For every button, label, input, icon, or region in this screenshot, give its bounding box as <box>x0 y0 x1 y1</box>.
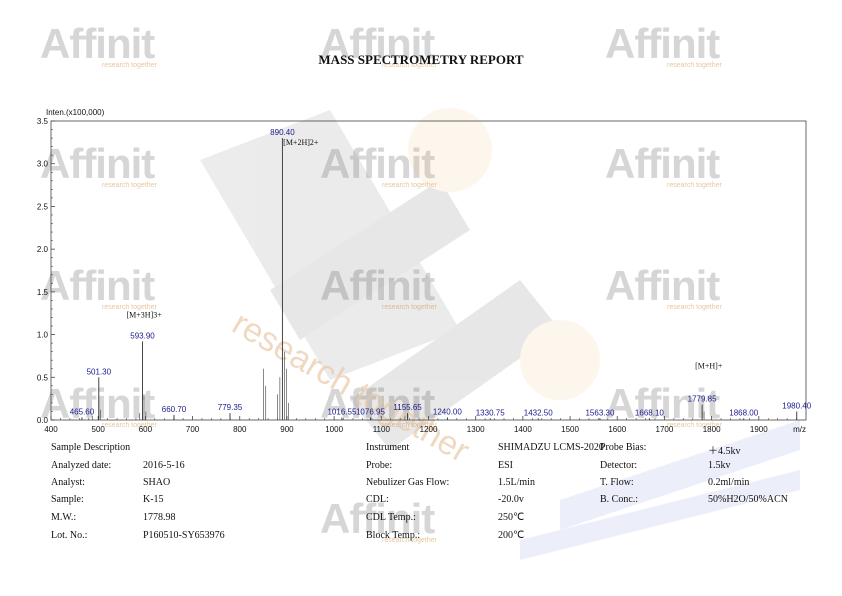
peak-annotation: [M+2H]2+ <box>283 138 319 147</box>
y-axis-label: Inten.(x100,000) <box>46 108 105 117</box>
info-label: CDL Temp.: <box>366 512 416 523</box>
x-tick-label: 700 <box>186 425 200 434</box>
peak-label: 1563.30 <box>585 408 614 417</box>
mass-spectrum-chart: Inten.(x100,000) 0.0 0.5 1.0 1.5 2.0 2.5 3.0 3.5… <box>37 108 812 434</box>
x-tick-label: 900 <box>280 425 294 434</box>
x-tick-label: 1200 <box>420 425 438 434</box>
peak-label: 890.40 <box>270 128 295 137</box>
peak-label: 1016.55 <box>327 407 356 416</box>
info-value: K-15 <box>143 494 164 505</box>
x-tick-label: 1600 <box>608 425 626 434</box>
peak-label: 1432.50 <box>524 408 553 417</box>
x-tick-label: 1800 <box>703 425 721 434</box>
info-label: Probe Bias: <box>600 442 647 453</box>
y-tick-label: 2.5 <box>37 202 49 211</box>
peak-annotation: [M+H]+ <box>695 362 723 371</box>
info-value: 1778.98 <box>143 512 176 523</box>
peak-label: 1868.00 <box>729 408 758 417</box>
info-label: Analyst: <box>51 477 85 488</box>
info-value: -20.0v <box>498 494 524 505</box>
peak-label: 593.90 <box>130 331 155 340</box>
x-tick-label: 1100 <box>373 425 391 434</box>
peak-label: 1240.00 <box>433 407 462 416</box>
peak-label: 1779.85 <box>688 395 717 404</box>
y-tick-label: 1.5 <box>37 288 49 297</box>
info-label: Nebulizer Gas Flow: <box>366 477 450 488</box>
peak-label: 1668.10 <box>635 408 664 417</box>
info-label: Block Temp.: <box>366 530 421 541</box>
x-tick-label: 1300 <box>467 425 485 434</box>
y-tick-label: 3.5 <box>37 117 49 126</box>
info-label: Detector: <box>600 460 638 471</box>
info-value: 250℃ <box>498 512 525 523</box>
peak-label: 1076.95 <box>356 407 385 416</box>
info-value: 1.5L/min <box>498 477 535 488</box>
info-value: ＋4.5kv <box>708 446 741 457</box>
info-label: Sample Description <box>51 442 131 453</box>
y-tick-label: 1.0 <box>37 331 49 340</box>
peak-label: 465.60 <box>70 407 95 416</box>
info-label: Sample: <box>51 494 84 505</box>
peak-annotation: [M+3H]3+ <box>127 310 163 319</box>
x-tick-label: 1900 <box>750 425 768 434</box>
x-tick-label: 500 <box>92 425 106 434</box>
info-label: T. Flow: <box>600 477 634 488</box>
x-tick-label: 1700 <box>656 425 674 434</box>
info-label: CDL: <box>366 494 389 505</box>
info-value: 0.2ml/min <box>708 477 750 488</box>
x-tick-label: 600 <box>139 425 153 434</box>
x-axis-label: m/z <box>793 425 806 434</box>
info-value: 2016-5-16 <box>143 460 185 471</box>
report-title: MASS SPECTROMETRY REPORT <box>318 52 524 67</box>
y-tick-label: 0.0 <box>37 416 49 425</box>
info-value: 200℃ <box>498 530 525 541</box>
y-tick-label: 3.0 <box>37 160 49 169</box>
info-label: B. Conc.: <box>600 494 639 505</box>
y-tick-label: 2.0 <box>37 245 49 254</box>
x-tick-label: 400 <box>44 425 58 434</box>
info-value: SHIMADZU LCMS-2020 <box>498 442 604 453</box>
info-value: 1.5kv <box>708 460 731 471</box>
info-label: Instrument <box>366 442 410 453</box>
info-value: SHAO <box>143 477 171 488</box>
peak-label: 660.70 <box>162 405 187 414</box>
x-tick-label: 1400 <box>514 425 532 434</box>
info-label: Lot. No.: <box>51 530 88 541</box>
y-tick-label: 0.5 <box>37 373 49 382</box>
info-value: 50%H2O/50%ACN <box>708 494 788 505</box>
x-tick-label: 1000 <box>325 425 343 434</box>
peak-label: 1980.40 <box>782 401 811 410</box>
plot-frame <box>50 120 807 421</box>
info-label: Probe: <box>366 460 393 471</box>
peak-label: 501.30 <box>87 367 112 376</box>
peak-label: 1330.75 <box>476 408 505 417</box>
peak-label: 779.35 <box>218 403 243 412</box>
info-label: M.W.: <box>51 512 77 523</box>
info-value: ESI <box>498 460 513 471</box>
peak-label: 1155.65 <box>393 403 422 412</box>
info-value: P160510-SY653976 <box>143 530 225 541</box>
x-tick-label: 800 <box>233 425 247 434</box>
info-label: Analyzed date: <box>51 460 112 471</box>
x-tick-label: 1500 <box>561 425 579 434</box>
